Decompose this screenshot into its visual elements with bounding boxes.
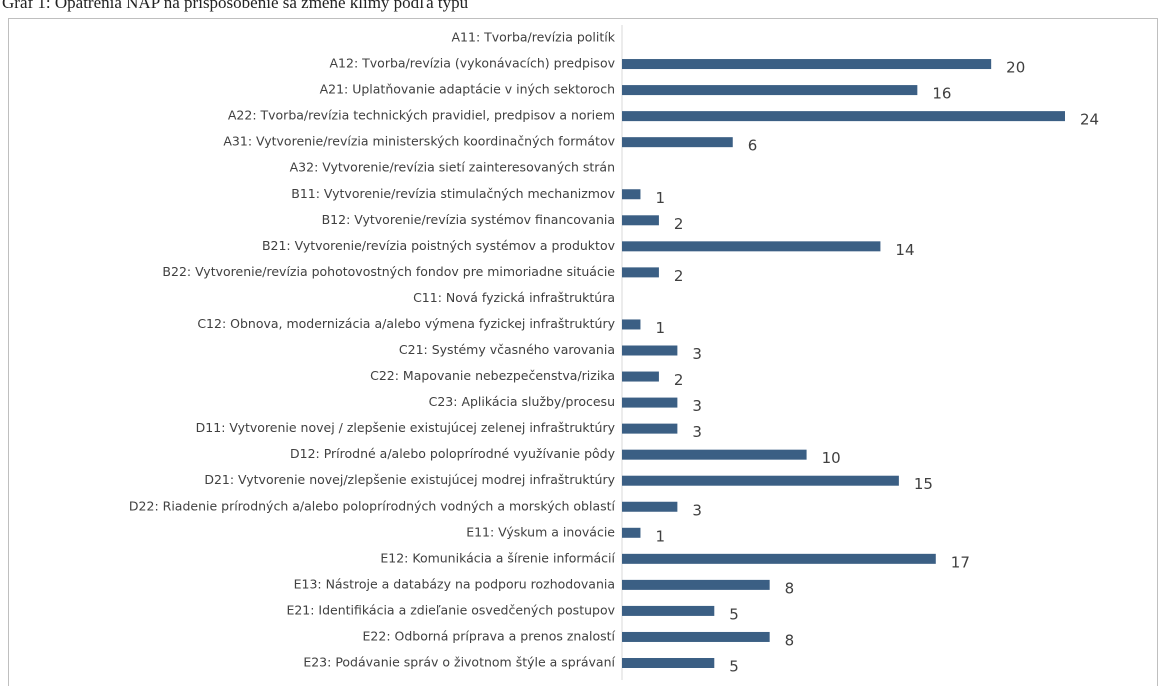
category-label: E13: Nástroje a databázy na podporu rozh… — [294, 576, 615, 591]
bar — [622, 423, 678, 434]
data-label: 10 — [822, 449, 841, 467]
category-label: A22: Tvorba/revízia technických pravidie… — [228, 108, 615, 123]
data-label: 3 — [692, 397, 702, 415]
bar — [622, 475, 899, 486]
data-label: 1 — [655, 319, 665, 337]
category-label: A31: Vytvorenie/revízia ministerských ko… — [223, 134, 615, 149]
bar — [622, 605, 715, 616]
data-label: 3 — [692, 423, 702, 441]
category-label: A32: Vytvorenie/revízia sietí zaintereso… — [290, 160, 615, 175]
category-label: E23: Podávanie správ o životnom štýle a … — [303, 655, 615, 670]
chart-frame — [8, 18, 1158, 686]
bar — [622, 501, 678, 512]
data-label: 8 — [785, 579, 795, 597]
category-label: C11: Nová fyzická infraštruktúra — [413, 290, 615, 305]
bar — [622, 267, 659, 278]
data-label: 3 — [692, 501, 702, 519]
bar — [622, 319, 641, 330]
category-label: A11: Tvorba/revízia politík — [451, 30, 615, 45]
data-label: 15 — [914, 475, 933, 493]
data-label: 24 — [1080, 111, 1099, 129]
data-label: 1 — [655, 189, 665, 207]
data-label: 1 — [655, 527, 665, 545]
data-label: 6 — [748, 137, 758, 155]
data-label: 2 — [674, 215, 684, 233]
category-label: E22: Odborná príprava a prenos znalostí — [363, 628, 616, 643]
data-label: 14 — [895, 241, 914, 259]
bar — [622, 579, 770, 590]
data-label: 2 — [674, 267, 684, 285]
bar — [622, 59, 992, 70]
data-label: 5 — [729, 605, 739, 623]
bar — [622, 345, 678, 356]
bar — [622, 189, 641, 200]
bar — [622, 111, 1065, 122]
category-label: A21: Uplatňovanie adaptácie v iných sekt… — [320, 82, 615, 97]
category-label: C21: Systémy včasného varovania — [399, 342, 615, 357]
category-label: B22: Vytvorenie/revízia pohotovostných f… — [162, 264, 615, 279]
category-label: A12: Tvorba/revízia (vykonávacích) predp… — [330, 56, 616, 71]
data-label: 20 — [1006, 59, 1025, 77]
bar — [622, 371, 659, 382]
chart-title: Graf 1: Opatrenia NAP na prispôsobenie s… — [2, 0, 469, 12]
category-label: E12: Komunikácia a šírenie informácií — [380, 550, 615, 565]
category-label: D11: Vytvorenie novej / zlepšenie existu… — [196, 420, 616, 435]
category-label: B21: Vytvorenie/revízia poistných systém… — [262, 238, 616, 253]
data-label: 8 — [785, 631, 795, 649]
category-label: C12: Obnova, modernizácia a/alebo výmena… — [197, 316, 615, 331]
category-label: D12: Prírodné a/alebo poloprírodné využí… — [290, 446, 616, 461]
category-label: D21: Vytvorenie novej/zlepšenie existujú… — [204, 472, 615, 487]
category-label: B12: Vytvorenie/revízia systémov financo… — [322, 212, 615, 227]
category-label: E11: Výskum a inovácie — [466, 524, 615, 539]
bar — [622, 241, 881, 252]
data-label: 17 — [951, 553, 970, 571]
data-label: 16 — [932, 85, 951, 103]
bar — [622, 137, 733, 148]
data-label: 5 — [729, 658, 739, 676]
bar — [622, 527, 641, 538]
category-label: D22: Riadenie prírodných a/alebo poloprí… — [129, 498, 616, 513]
bar — [622, 553, 936, 564]
data-label: 2 — [674, 371, 684, 389]
bar — [622, 215, 659, 226]
bar — [622, 449, 807, 460]
category-label: B11: Vytvorenie/revízia stimulačných mec… — [291, 186, 615, 201]
bar — [622, 85, 918, 96]
data-label: 3 — [692, 345, 702, 363]
category-label: C23: Aplikácia služby/procesu — [429, 394, 615, 409]
category-label: E21: Identifikácia a zdieľanie osvedčený… — [286, 602, 615, 617]
bar — [622, 397, 678, 408]
bar — [622, 631, 770, 642]
category-label: C22: Mapovanie nebezpečenstva/rizika — [370, 368, 615, 383]
bar — [622, 658, 715, 668]
